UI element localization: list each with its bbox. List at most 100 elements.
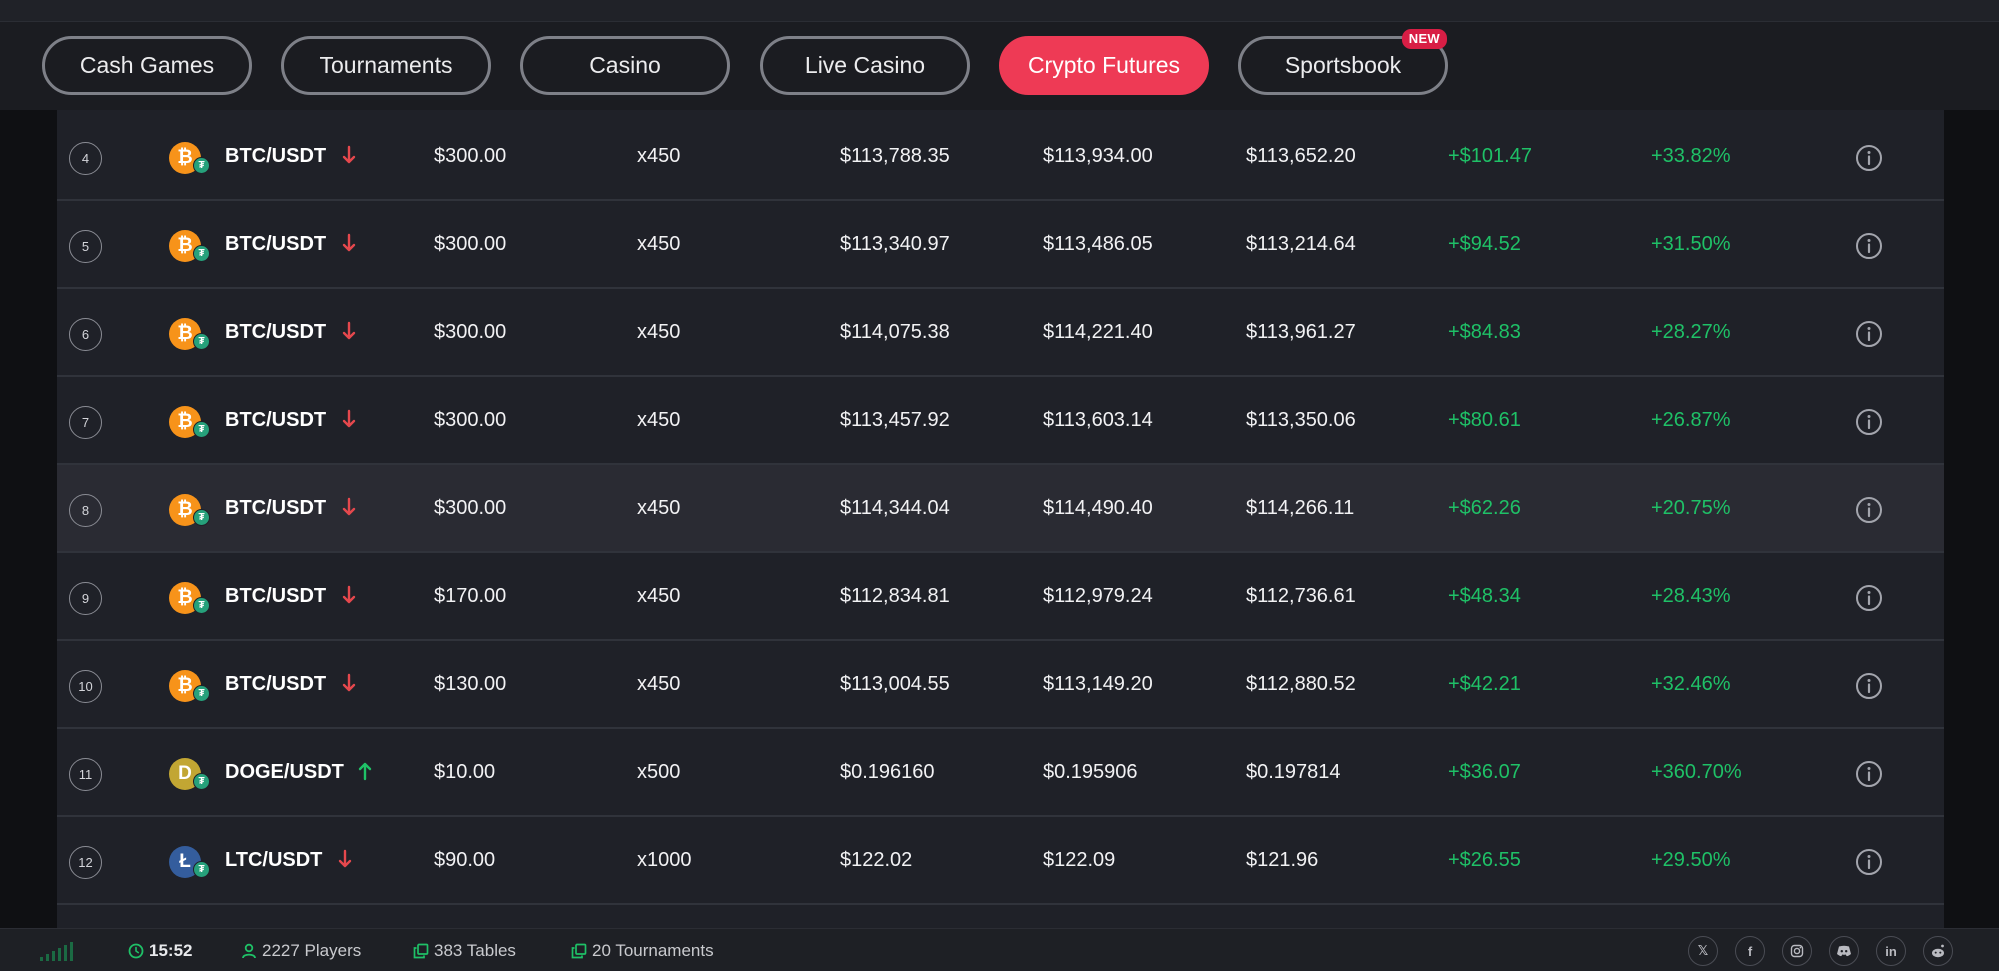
bust-price: $113,350.06: [1246, 377, 1356, 463]
tether-icon: ₮: [193, 245, 210, 262]
rank-badge: 4: [69, 142, 102, 175]
pair-label: BTC/USDT: [225, 377, 326, 463]
table-row[interactable]: 11 D ₮ DOGE/USDT $10.00 x500 $0.196160 $…: [57, 729, 1944, 817]
arrow-down-icon: [341, 583, 357, 607]
table-row[interactable]: 12 Ł ₮ LTC/USDT $90.00 x1000 $122.02 $12…: [57, 817, 1944, 905]
roi-value: +29.50%: [1651, 817, 1731, 903]
futures-leaderboard-table: 4 ₿ ₮ BTC/USDT $300.00 x450 $113,788.35 …: [57, 110, 1944, 928]
entry-price: $113,004.55: [840, 641, 950, 727]
multiplier-value: x1000: [637, 817, 692, 903]
pnl-value: +$36.07: [1448, 729, 1521, 815]
multiplier-value: x450: [637, 113, 680, 199]
roi-value: +28.27%: [1651, 289, 1731, 375]
tab-cash-games[interactable]: Cash Games: [42, 36, 252, 95]
tables-count-label: 383 Tables: [434, 941, 516, 961]
entry-price: $112,834.81: [840, 553, 950, 639]
exit-price: $113,934.00: [1043, 113, 1153, 199]
bust-price: $112,736.61: [1246, 553, 1356, 639]
info-icon[interactable]: [1855, 320, 1883, 348]
tab-live-casino[interactable]: Live Casino: [760, 36, 970, 95]
entry-price: $114,075.38: [840, 289, 950, 375]
clock: 15:52: [128, 929, 192, 971]
multiplier-value: x450: [637, 641, 680, 727]
bust-price: $0.197814: [1246, 729, 1341, 815]
roi-value: +28.43%: [1651, 553, 1731, 639]
game-nav-bar: Cash Games Tournaments Casino Live Casin…: [0, 22, 1999, 110]
arrow-down-icon: [341, 671, 357, 695]
exit-price: $113,603.14: [1043, 377, 1153, 463]
arrow-down-icon: [341, 407, 357, 431]
tables-count: 383 Tables: [413, 929, 516, 971]
tab-sportsbook-label: Sportsbook: [1285, 52, 1401, 79]
info-icon[interactable]: [1855, 672, 1883, 700]
status-footer: 15:52 2227 Players 383 Tables 20 Tournam…: [0, 928, 1999, 971]
pair-label: BTC/USDT: [225, 201, 326, 287]
clock-time: 15:52: [149, 941, 192, 961]
exit-price: $113,486.05: [1043, 201, 1153, 287]
exit-price: $112,979.24: [1043, 553, 1153, 639]
table-row[interactable]: 7 ₿ ₮ BTC/USDT $300.00 x450 $113,457.92 …: [57, 377, 1944, 465]
tab-tournaments[interactable]: Tournaments: [281, 36, 491, 95]
x-icon[interactable]: 𝕏: [1688, 936, 1718, 966]
pair-label: DOGE/USDT: [225, 729, 344, 815]
info-icon[interactable]: [1855, 408, 1883, 436]
left-gutter: [0, 110, 57, 928]
entry-price: $114,344.04: [840, 465, 950, 551]
table-row[interactable]: 6 ₿ ₮ BTC/USDT $300.00 x450 $114,075.38 …: [57, 289, 1944, 377]
pnl-value: +$84.83: [1448, 289, 1521, 375]
pnl-value: +$80.61: [1448, 377, 1521, 463]
tether-icon: ₮: [193, 773, 210, 790]
discord-icon[interactable]: [1829, 936, 1859, 966]
tab-crypto-futures[interactable]: Crypto Futures: [999, 36, 1209, 95]
linkedin-icon[interactable]: in: [1876, 936, 1906, 966]
reddit-icon[interactable]: [1923, 936, 1953, 966]
pnl-value: +$42.21: [1448, 641, 1521, 727]
exit-price: $113,149.20: [1043, 641, 1153, 727]
tether-icon: ₮: [193, 685, 210, 702]
pnl-value: +$101.47: [1448, 113, 1532, 199]
right-gutter: [1944, 110, 1999, 928]
table-row[interactable]: 8 ₿ ₮ BTC/USDT $300.00 x450 $114,344.04 …: [57, 465, 1944, 553]
user-icon: [241, 943, 257, 959]
tab-casino[interactable]: Casino: [520, 36, 730, 95]
bust-price: $112,880.52: [1246, 641, 1356, 727]
roi-value: +26.87%: [1651, 377, 1731, 463]
table-row[interactable]: 4 ₿ ₮ BTC/USDT $300.00 x450 $113,788.35 …: [57, 113, 1944, 201]
info-icon[interactable]: [1855, 496, 1883, 524]
table-row[interactable]: 5 ₿ ₮ BTC/USDT $300.00 x450 $113,340.97 …: [57, 201, 1944, 289]
arrow-down-icon: [341, 319, 357, 343]
entry-price: $113,457.92: [840, 377, 950, 463]
multiplier-value: x450: [637, 289, 680, 375]
tournaments-count-label: 20 Tournaments: [592, 941, 714, 961]
pnl-value: +$62.26: [1448, 465, 1521, 551]
info-icon[interactable]: [1855, 760, 1883, 788]
info-icon[interactable]: [1855, 848, 1883, 876]
bust-price: $113,214.64: [1246, 201, 1356, 287]
rank-badge: 11: [69, 758, 102, 791]
wager-value: $90.00: [434, 817, 495, 903]
rank-badge: 8: [69, 494, 102, 527]
pair-label: LTC/USDT: [225, 817, 322, 903]
tables-icon: [413, 943, 429, 959]
new-badge: NEW: [1402, 29, 1447, 49]
info-icon[interactable]: [1855, 232, 1883, 260]
exit-price: $114,221.40: [1043, 289, 1153, 375]
exit-price: $114,490.40: [1043, 465, 1153, 551]
tether-icon: ₮: [193, 509, 210, 526]
entry-price: $0.196160: [840, 729, 935, 815]
clock-icon: [128, 943, 144, 959]
tether-icon: ₮: [193, 597, 210, 614]
table-row[interactable]: 9 ₿ ₮ BTC/USDT $170.00 x450 $112,834.81 …: [57, 553, 1944, 641]
tab-sportsbook[interactable]: Sportsbook NEW: [1238, 36, 1448, 95]
exit-price: $0.195906: [1043, 729, 1138, 815]
rank-badge: 9: [69, 582, 102, 615]
players-count: 2227 Players: [241, 929, 361, 971]
tether-icon: ₮: [193, 333, 210, 350]
info-icon[interactable]: [1855, 584, 1883, 612]
arrow-down-icon: [341, 143, 357, 167]
info-icon[interactable]: [1855, 144, 1883, 172]
rank-badge: 7: [69, 406, 102, 439]
instagram-icon[interactable]: [1782, 936, 1812, 966]
table-row[interactable]: 10 ₿ ₮ BTC/USDT $130.00 x450 $113,004.55…: [57, 641, 1944, 729]
facebook-icon[interactable]: f: [1735, 936, 1765, 966]
